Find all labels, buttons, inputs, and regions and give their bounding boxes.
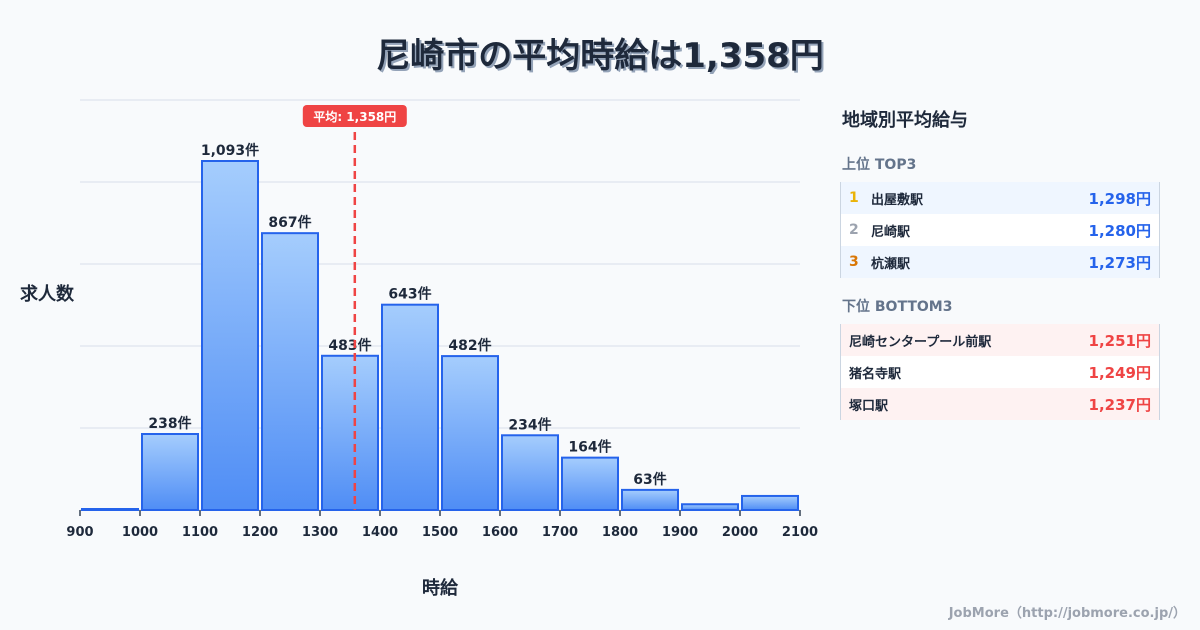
average-wage: 1,273円 bbox=[1088, 253, 1151, 272]
histogram-bar bbox=[741, 494, 799, 511]
list-item: 1 出屋敷駅 1,298円 bbox=[841, 182, 1159, 214]
bar-value-label: 63件 bbox=[633, 471, 666, 488]
x-tick-label: 1500 bbox=[422, 525, 458, 540]
x-tick-label: 1700 bbox=[542, 525, 578, 540]
average-wage: 1,249円 bbox=[1088, 363, 1151, 382]
x-tick-label: 1900 bbox=[662, 525, 698, 540]
top3-heading: 上位 TOP3 bbox=[842, 157, 917, 173]
x-tick-label: 900 bbox=[66, 525, 93, 540]
average-wage: 1,237円 bbox=[1088, 395, 1151, 414]
mean-badge bbox=[302, 105, 407, 127]
bar-value-label: 867件 bbox=[268, 214, 311, 231]
x-tick-label: 2000 bbox=[722, 525, 758, 540]
histogram-bar bbox=[201, 160, 259, 511]
bar-value-label: 234件 bbox=[508, 416, 551, 433]
histogram-bar bbox=[81, 508, 139, 511]
mean-label: 平均: 1,358円 bbox=[313, 109, 396, 124]
list-item: 3 杭瀬駅 1,273円 bbox=[841, 246, 1159, 278]
histogram-bar bbox=[321, 354, 379, 511]
list-item: 尼崎センタープール前駅 1,251円 bbox=[841, 324, 1159, 356]
x-tick-label: 1200 bbox=[242, 525, 278, 540]
x-axis: 900 1000 1100 1200 1300 1400 1500 1600 1700 1800 1… bbox=[66, 510, 818, 540]
x-tick-label: 1400 bbox=[362, 525, 398, 540]
station-name: 出屋敷駅 bbox=[871, 192, 924, 208]
histogram-chart: 求人数 238件 1,093件 867件 483件 643件 482件 234件 164件 63… bbox=[20, 99, 818, 599]
average-wage: 1,280円 bbox=[1088, 221, 1151, 240]
list-item: 猪名寺駅 1,249円 bbox=[841, 356, 1159, 388]
bar-value-label: 1,093件 bbox=[201, 142, 259, 159]
histogram-bar bbox=[561, 456, 619, 511]
top3-list: 1 出屋敷駅 1,298円 2 尼崎駅 1,280円 3 杭瀬駅 1,273円 bbox=[840, 182, 1160, 278]
average-wage: 1,251円 bbox=[1088, 331, 1151, 350]
x-tick-label: 1800 bbox=[602, 525, 638, 540]
page-title: 尼崎市の平均時給は1,358円 bbox=[376, 36, 824, 76]
rank-number: 1 bbox=[849, 190, 859, 206]
histogram-bar bbox=[261, 232, 319, 512]
x-tick-label: 1000 bbox=[122, 525, 158, 540]
station-name: 塚口駅 bbox=[849, 398, 889, 414]
y-axis-label: 求人数 bbox=[20, 284, 74, 305]
x-tick-label: 2100 bbox=[782, 525, 818, 540]
x-tick-label: 1100 bbox=[182, 525, 218, 540]
histogram-bar bbox=[501, 434, 559, 512]
histogram-bar bbox=[681, 503, 739, 511]
list-item: 2 尼崎駅 1,280円 bbox=[841, 214, 1159, 246]
histogram-bar bbox=[141, 433, 199, 511]
x-tick-label: 1300 bbox=[302, 525, 338, 540]
average-wage: 1,298円 bbox=[1088, 189, 1151, 208]
histogram-bar bbox=[381, 303, 439, 511]
bars: 238件 1,093件 867件 483件 643件 482件 234件 164件 63件 bbox=[81, 142, 799, 512]
histogram-bar bbox=[441, 355, 499, 511]
station-name: 杭瀬駅 bbox=[871, 256, 911, 272]
bottom3-heading: 下位 BOTTOM3 bbox=[842, 299, 953, 315]
station-name: 猪名寺駅 bbox=[849, 366, 902, 382]
footer-credit: JobMore（http://jobmore.co.jp/） bbox=[948, 606, 1186, 621]
bar-value-label: 483件 bbox=[328, 337, 371, 354]
mean-line: 平均: 1,358円 bbox=[302, 105, 407, 510]
bar-value-label: 482件 bbox=[448, 337, 491, 354]
list-item: 塚口駅 1,237円 bbox=[841, 388, 1159, 420]
x-axis-label: 時給 bbox=[422, 578, 458, 599]
x-tick-label: 1600 bbox=[482, 525, 518, 540]
chart-plot: 238件 1,093件 867件 483件 643件 482件 234件 164件 63件 90… bbox=[66, 99, 818, 540]
panel-title: 地域別平均給与 bbox=[842, 110, 968, 131]
bar-value-label: 238件 bbox=[148, 415, 191, 432]
rank-number: 2 bbox=[849, 222, 859, 238]
histogram-bar bbox=[621, 488, 679, 512]
rank-number: 3 bbox=[849, 254, 859, 270]
bottom3-list: 尼崎センタープール前駅 1,251円 猪名寺駅 1,249円 塚口駅 1,237… bbox=[840, 324, 1160, 420]
regional-salary-panel: 地域別平均給与 上位 TOP3 1 出屋敷駅 1,298円 2 尼崎駅 1,28… bbox=[840, 100, 1160, 420]
bar-value-label: 643件 bbox=[388, 286, 431, 303]
station-name: 尼崎駅 bbox=[871, 224, 911, 240]
bar-value-label: 164件 bbox=[568, 439, 611, 456]
station-name: 尼崎センタープール前駅 bbox=[849, 334, 992, 350]
